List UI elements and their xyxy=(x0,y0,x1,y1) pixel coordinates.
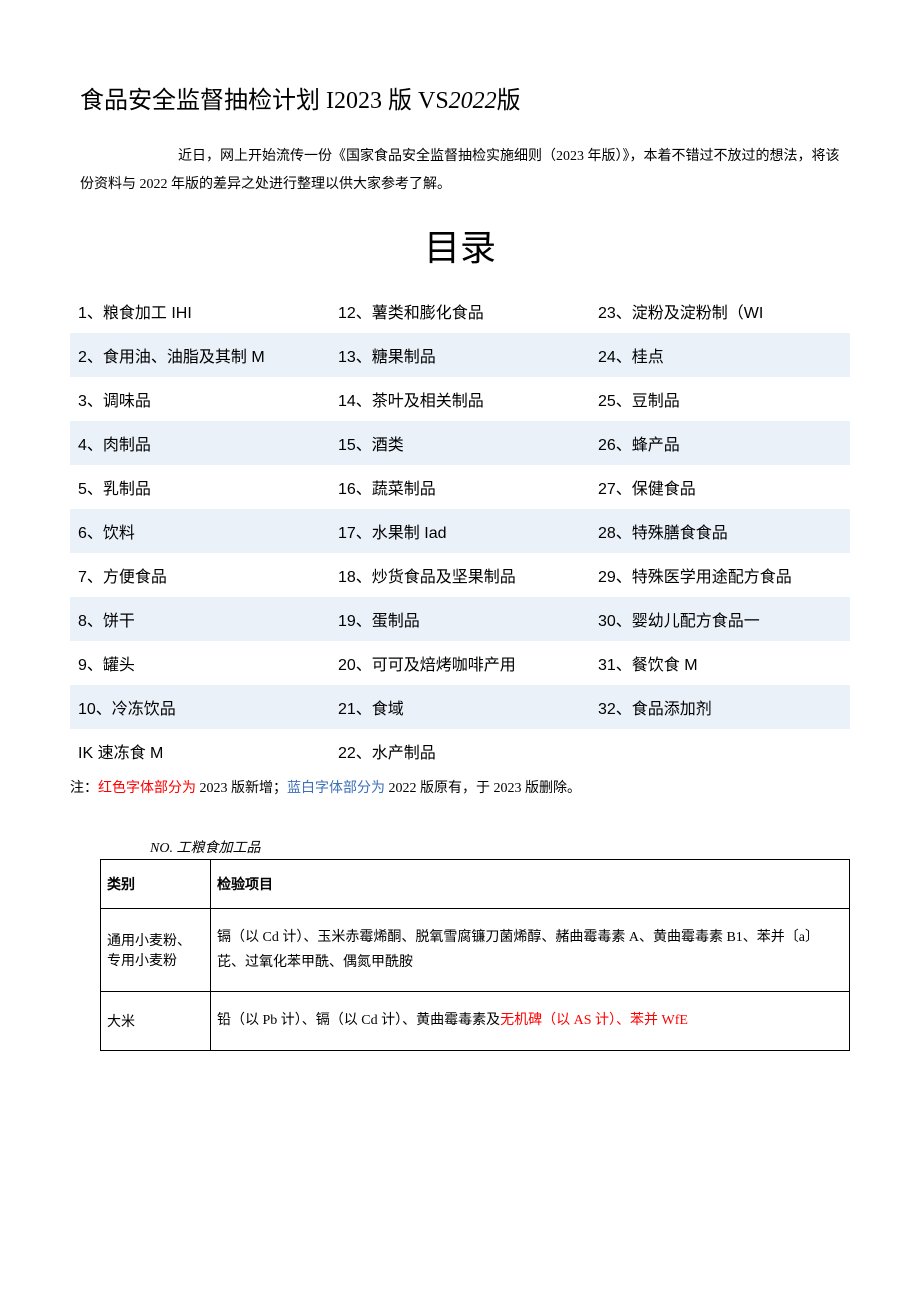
grain-table: 类别 检验项目 通用小麦粉、专用小麦粉 镉（以 Cd 计）、玉米赤霉烯酮、脱氧雪… xyxy=(100,859,850,1051)
title-part2-italic: 2022 xyxy=(449,88,497,114)
toc-item: 14、茶叶及相关制品 xyxy=(330,377,590,421)
toc-item: 32、食品添加剂 xyxy=(590,685,850,729)
toc-item: 18、炒货食品及坚果制品 xyxy=(330,553,590,597)
toc-item: 20、可可及焙烤咖啡产用 xyxy=(330,641,590,685)
note-mid1: 2023 版新增； xyxy=(196,781,287,796)
toc-item: 25、豆制品 xyxy=(590,377,850,421)
items-plain: 镉（以 Cd 计）、玉米赤霉烯酮、脱氧雪腐镰刀菌烯醇、赭曲霉毒素 A、黄曲霉毒素… xyxy=(217,930,819,970)
td-items: 铅（以 Pb 计）、镉（以 Cd 计）、黄曲霉毒素及无机碑（以 AS 计）、苯并… xyxy=(211,992,850,1050)
toc-item: IK 速冻食 M xyxy=(70,729,330,773)
note-blue: 蓝白字体部分为 xyxy=(287,781,385,796)
toc-item: 31、餐饮食 M xyxy=(590,641,850,685)
toc-grid: 1、粮食加工 IHI 12、薯类和膨化食品 23、淀粉及淀粉制（WI 2、食用油… xyxy=(60,289,860,773)
toc-item xyxy=(590,729,850,773)
items-plain: 铅（以 Pb 计）、镉（以 Cd 计）、黄曲霉毒素及 xyxy=(217,1013,500,1028)
td-category: 通用小麦粉、专用小麦粉 xyxy=(101,909,211,992)
note-red: 红色字体部分为 xyxy=(98,781,196,796)
toc-item: 24、桂点 xyxy=(590,333,850,377)
toc-item: 3、调味品 xyxy=(70,377,330,421)
toc-note: 注：红色字体部分为 2023 版新增；蓝白字体部分为 2022 版原有，于 20… xyxy=(60,773,860,797)
td-category: 大米 xyxy=(101,992,211,1050)
toc-item: 9、罐头 xyxy=(70,641,330,685)
toc-item: 15、酒类 xyxy=(330,421,590,465)
table-row: 通用小麦粉、专用小麦粉 镉（以 Cd 计）、玉米赤霉烯酮、脱氧雪腐镰刀菌烯醇、赭… xyxy=(101,909,850,992)
toc-item: 17、水果制 Iad xyxy=(330,509,590,553)
toc-item: 7、方便食品 xyxy=(70,553,330,597)
note-mid2: 2022 版原有，于 2023 版删除。 xyxy=(385,781,581,796)
toc-item: 6、饮料 xyxy=(70,509,330,553)
grain-table-title: NO. 工粮食加工品 xyxy=(60,837,860,857)
intro-paragraph: 近日，网上开始流传一份《国家食品安全监督抽检实施细则（2023 年版）》，本着不… xyxy=(60,143,860,199)
toc-item: 22、水产制品 xyxy=(330,729,590,773)
title-part1: 食品安全监督抽检计划 I2023 版 VS xyxy=(80,88,449,114)
note-prefix: 注： xyxy=(70,781,98,796)
toc-item: 12、薯类和膨化食品 xyxy=(330,289,590,333)
toc-item: 1、粮食加工 IHI xyxy=(70,289,330,333)
toc-item: 26、蜂产品 xyxy=(590,421,850,465)
toc-item: 19、蛋制品 xyxy=(330,597,590,641)
toc-item: 21、食域 xyxy=(330,685,590,729)
toc-item: 28、特殊膳食食品 xyxy=(590,509,850,553)
toc-item: 30、婴幼儿配方食品一 xyxy=(590,597,850,641)
toc-item: 27、保健食品 xyxy=(590,465,850,509)
toc-item: 2、食用油、油脂及其制 M xyxy=(70,333,330,377)
table-row: 大米 铅（以 Pb 计）、镉（以 Cd 计）、黄曲霉毒素及无机碑（以 AS 计）… xyxy=(101,992,850,1050)
toc-item: 29、特殊医学用途配方食品 xyxy=(590,553,850,597)
toc-heading: 目录 xyxy=(60,219,860,271)
td-items: 镉（以 Cd 计）、玉米赤霉烯酮、脱氧雪腐镰刀菌烯醇、赭曲霉毒素 A、黄曲霉毒素… xyxy=(211,909,850,992)
title-part3: 版 xyxy=(497,88,521,114)
toc-item: 5、乳制品 xyxy=(70,465,330,509)
table-header-row: 类别 检验项目 xyxy=(101,860,850,909)
items-red: 无机碑（以 AS 计）、苯并 WfE xyxy=(500,1013,688,1028)
toc-item: 13、糖果制品 xyxy=(330,333,590,377)
toc-item: 23、淀粉及淀粉制（WI xyxy=(590,289,850,333)
toc-item: 8、饼干 xyxy=(70,597,330,641)
toc-item: 10、冷冻饮品 xyxy=(70,685,330,729)
toc-item: 4、肉制品 xyxy=(70,421,330,465)
th-category: 类别 xyxy=(101,860,211,909)
toc-item: 16、蔬菜制品 xyxy=(330,465,590,509)
page-title: 食品安全监督抽检计划 I2023 版 VS2022版 xyxy=(60,80,860,115)
th-items: 检验项目 xyxy=(211,860,850,909)
